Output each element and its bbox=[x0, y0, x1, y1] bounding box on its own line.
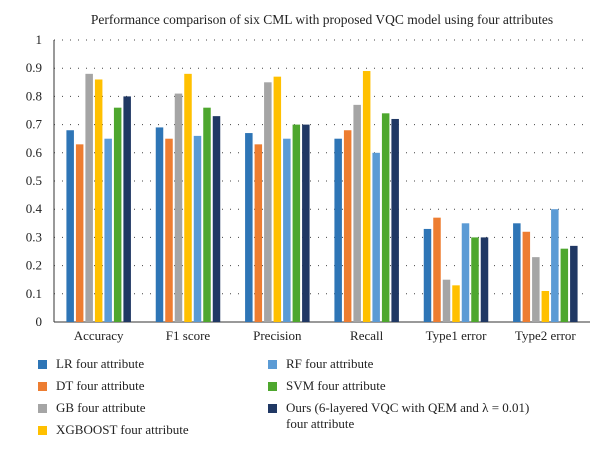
legend-swatch bbox=[268, 382, 277, 391]
legend-label: XGBOOST four attribute bbox=[56, 422, 189, 437]
bar-3-type2-error bbox=[532, 257, 540, 322]
bar-1-precision bbox=[245, 133, 253, 322]
legend-item: DT four attribute bbox=[38, 378, 145, 394]
bar-5-recall bbox=[372, 152, 380, 322]
legend-label: DT four attribute bbox=[56, 378, 145, 393]
bar-4-precision bbox=[273, 76, 282, 322]
legend-swatch bbox=[268, 360, 277, 369]
chart-legend: LR four attribute DT four attribute GB fou… bbox=[38, 356, 598, 451]
x-tick-label: Type2 error bbox=[515, 328, 576, 343]
legend-swatch bbox=[38, 360, 47, 369]
bar-5-type1-error bbox=[461, 223, 470, 322]
bar-6-accuracy bbox=[113, 107, 122, 323]
bar-1-accuracy bbox=[66, 130, 74, 322]
bar-5-precision bbox=[283, 138, 291, 322]
bar-7-f1-score bbox=[212, 116, 221, 322]
legend-label: RF four attribute bbox=[286, 356, 374, 371]
bar-3-f1-score bbox=[174, 93, 183, 322]
legend-label: Ours (6-layered VQC with QEM and λ = 0.0… bbox=[286, 400, 530, 431]
bar-2-type1-error bbox=[433, 217, 441, 322]
bar-7-accuracy bbox=[123, 96, 131, 323]
x-tick-label: Recall bbox=[350, 328, 384, 343]
y-tick-label: 0.7 bbox=[26, 117, 43, 132]
legend-item: GB four attribute bbox=[38, 400, 146, 416]
legend-label: SVM four attribute bbox=[286, 378, 386, 393]
bar-4-type1-error bbox=[452, 285, 460, 322]
legend-item: LR four attribute bbox=[38, 356, 144, 372]
bar-7-type2-error bbox=[570, 245, 578, 322]
legend-swatch bbox=[38, 382, 47, 391]
legend-swatch bbox=[268, 404, 277, 413]
y-tick-label: 1 bbox=[36, 32, 43, 47]
bar-6-f1-score bbox=[203, 107, 211, 323]
bar-2-accuracy bbox=[75, 144, 84, 322]
bar-5-f1-score bbox=[193, 135, 202, 322]
bar-3-recall bbox=[353, 104, 361, 322]
bar-4-recall bbox=[362, 71, 371, 323]
bar-3-precision bbox=[264, 82, 272, 322]
y-tick-label: 0.5 bbox=[26, 173, 42, 188]
bar-layer bbox=[66, 71, 578, 323]
bar-6-type2-error bbox=[560, 248, 569, 322]
bar-6-recall bbox=[381, 113, 390, 322]
bar-7-precision bbox=[302, 124, 310, 322]
y-tick-label: 0 bbox=[36, 314, 43, 329]
y-tick-label: 0.8 bbox=[26, 88, 42, 103]
bar-2-recall bbox=[343, 130, 352, 322]
bar-7-type1-error bbox=[480, 237, 489, 322]
x-tick-label: Accuracy bbox=[74, 328, 124, 343]
x-tick-label: F1 score bbox=[166, 328, 211, 343]
legend-item: SVM four attribute bbox=[268, 378, 386, 394]
bar-4-accuracy bbox=[94, 79, 103, 322]
bar-1-recall bbox=[334, 138, 342, 322]
bar-2-type2-error bbox=[522, 231, 531, 322]
bar-2-f1-score bbox=[165, 138, 173, 322]
y-tick-label: 0.4 bbox=[26, 201, 43, 216]
legend-label: LR four attribute bbox=[56, 356, 145, 371]
legend-item: XGBOOST four attribute bbox=[38, 422, 189, 438]
bar-2-precision bbox=[254, 144, 263, 322]
bar-3-type1-error bbox=[442, 279, 451, 322]
bar-4-type2-error bbox=[541, 290, 550, 322]
bar-3-accuracy bbox=[85, 73, 93, 322]
legend-swatch bbox=[38, 426, 47, 435]
legend-item: Ours (6-layered VQC with QEM and λ = 0.0… bbox=[268, 400, 529, 432]
y-tick-label: 0.1 bbox=[26, 286, 42, 301]
y-tick-label: 0.6 bbox=[26, 145, 43, 160]
bar-6-type1-error bbox=[471, 237, 479, 322]
label-layer: 0 0.1 0.2 0.3 0.4 0.5 0.6 0.7 0.8 0.9 1 Accuracy F1 … bbox=[26, 32, 577, 343]
y-tick-label: 0.3 bbox=[26, 229, 42, 244]
bar-5-type2-error bbox=[551, 209, 559, 322]
grid-layer bbox=[54, 39, 590, 295]
x-tick-label: Type1 error bbox=[426, 328, 487, 343]
bar-1-type2-error bbox=[513, 223, 521, 322]
bar-1-type1-error bbox=[423, 228, 432, 322]
x-tick-label: Precision bbox=[253, 328, 302, 343]
legend-label: GB four attribute bbox=[56, 400, 146, 415]
bar-7-recall bbox=[391, 118, 399, 323]
y-tick-label: 0.2 bbox=[26, 258, 42, 273]
y-tick-label: 0.9 bbox=[26, 60, 42, 75]
legend-swatch bbox=[38, 404, 47, 413]
bar-5-accuracy bbox=[104, 138, 112, 322]
bar-4-f1-score bbox=[184, 73, 192, 322]
chart-title: Performance comparison of six CML with p… bbox=[91, 12, 553, 27]
legend-item: RF four attribute bbox=[268, 356, 373, 372]
bar-6-precision bbox=[292, 124, 301, 322]
bar-1-f1-score bbox=[155, 127, 164, 322]
axis-layer bbox=[53, 40, 590, 323]
